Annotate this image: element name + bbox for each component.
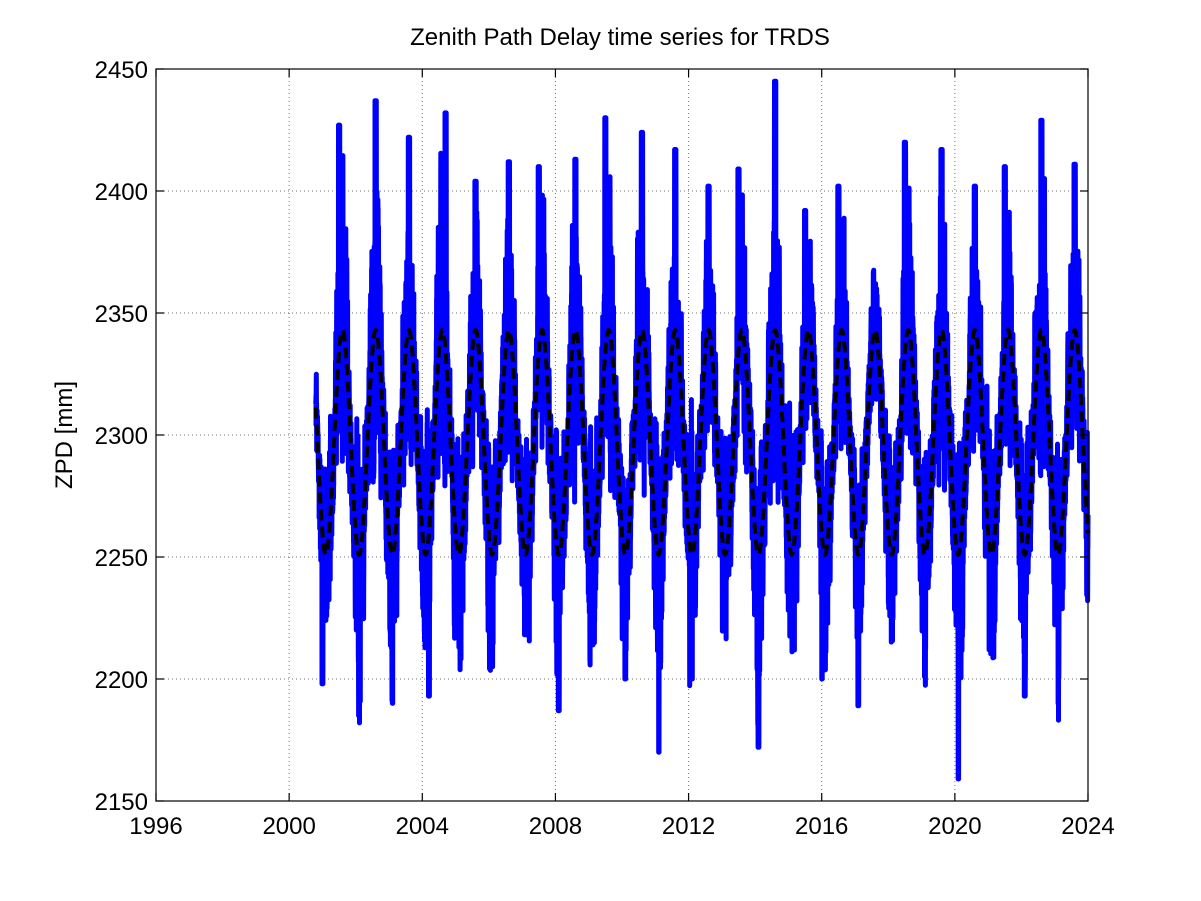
chart-title: Zenith Path Delay time series for TRDS <box>410 24 830 51</box>
y-axis-tick-labels: 2150 2200 2250 2300 2350 2400 2450 <box>95 57 148 816</box>
y-tick-label: 2300 <box>95 423 148 450</box>
y-tick-label: 2200 <box>95 667 148 694</box>
y-tick-label: 2150 <box>95 789 148 816</box>
x-tick-label: 2020 <box>928 813 981 840</box>
x-tick-label: 2024 <box>1061 813 1114 840</box>
x-tick-label: 2008 <box>529 813 582 840</box>
y-axis-label: ZPD [mm] <box>51 381 78 489</box>
y-tick-label: 2400 <box>95 179 148 206</box>
axis-ticks <box>155 68 1089 802</box>
x-tick-label: 2012 <box>662 813 715 840</box>
x-tick-label: 2004 <box>396 813 449 840</box>
x-axis-tick-labels: 1996 2000 2004 2008 2012 2016 2020 2024 <box>129 813 1114 840</box>
seasonal-model-line <box>313 327 1090 558</box>
x-tick-label: 1996 <box>129 813 182 840</box>
y-tick-label: 2450 <box>95 57 148 84</box>
plot-area <box>313 78 1091 782</box>
y-tick-label: 2250 <box>95 545 148 572</box>
y-tick-label: 2350 <box>95 301 148 328</box>
x-tick-label: 2016 <box>795 813 848 840</box>
x-tick-label: 2000 <box>262 813 315 840</box>
